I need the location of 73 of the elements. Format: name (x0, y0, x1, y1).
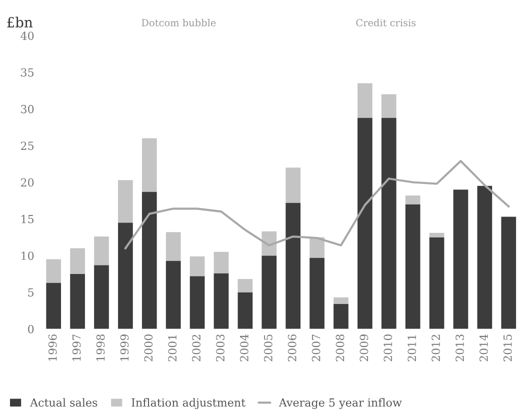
bar (429, 232, 444, 238)
x-tick-label: 2002 (192, 334, 201, 362)
bar (142, 192, 157, 329)
bar (94, 236, 109, 266)
bar (310, 258, 324, 329)
bar (166, 260, 181, 329)
bar (118, 180, 133, 223)
y-tick-label: 0 (28, 324, 34, 334)
bar (262, 231, 277, 256)
bar (381, 118, 396, 329)
bar (501, 216, 516, 329)
y-tick-label: 5 (28, 288, 34, 297)
bar (94, 265, 109, 329)
bar (429, 237, 444, 329)
x-tick-label: 2005 (264, 334, 272, 362)
y-tick-label: 35 (21, 68, 34, 77)
bar (477, 186, 492, 329)
line-series (124, 160, 510, 250)
bar (358, 83, 372, 118)
y-tick-label: 10 (22, 252, 34, 260)
bar (46, 259, 62, 283)
bar (262, 256, 277, 329)
bar (381, 94, 396, 118)
bar (46, 282, 62, 329)
x-tick-label: 2015 (503, 334, 512, 362)
x-tick-label: 2013 (456, 334, 464, 362)
bar (334, 304, 348, 329)
bar (190, 256, 205, 276)
y-tick-label: 20 (20, 178, 34, 187)
x-tick-label: 2007 (312, 334, 320, 362)
bar (286, 202, 301, 329)
x-tick-label: 2008 (336, 334, 344, 362)
y-tick-label: 15 (22, 214, 34, 224)
y-axis-title: £bn (7, 16, 33, 28)
x-tick-label: 2012 (432, 334, 440, 362)
x-tick-label: 2011 (408, 335, 416, 362)
bar (238, 292, 253, 329)
bar (118, 222, 133, 329)
bar (310, 237, 324, 258)
x-tick-label: 1996 (48, 334, 57, 361)
x-tick-label: 2009 (360, 334, 368, 362)
bar (286, 168, 301, 203)
x-tick-label: 2014 (480, 334, 488, 362)
bar (334, 297, 348, 304)
x-tick-label: 1997 (72, 334, 81, 361)
bar (358, 118, 372, 329)
bar (214, 252, 229, 274)
x-tick-label: 1998 (96, 334, 105, 361)
x-tick-label: 2004 (240, 334, 248, 362)
legend-label: Inflation adjustment (132, 398, 246, 409)
x-tick-label: 1999 (120, 334, 129, 361)
text: Credit crisis (356, 18, 416, 26)
x-tick-label: 2010 (384, 334, 392, 362)
x-tick-label: 2003 (216, 334, 224, 362)
legend-label: Average 5 year inflow (278, 398, 402, 409)
bar (70, 274, 85, 329)
bar (405, 195, 420, 204)
bar (142, 138, 157, 192)
bar (166, 232, 181, 261)
bar (453, 190, 468, 329)
bar (214, 273, 229, 329)
x-tick-label: 2000 (144, 334, 153, 362)
bar (238, 279, 253, 292)
x-tick-label: 2006 (288, 334, 296, 362)
x-tick-label: 2001 (168, 335, 177, 362)
bar (190, 276, 205, 329)
y-tick-label: 30 (21, 104, 34, 114)
bar (70, 248, 85, 274)
text: Dotcom bubble (142, 18, 216, 26)
y-tick-label: 40 (20, 32, 34, 40)
legend-label: Actual sales (30, 398, 98, 407)
y-tick-label: 25 (20, 142, 34, 150)
bar (405, 204, 420, 329)
